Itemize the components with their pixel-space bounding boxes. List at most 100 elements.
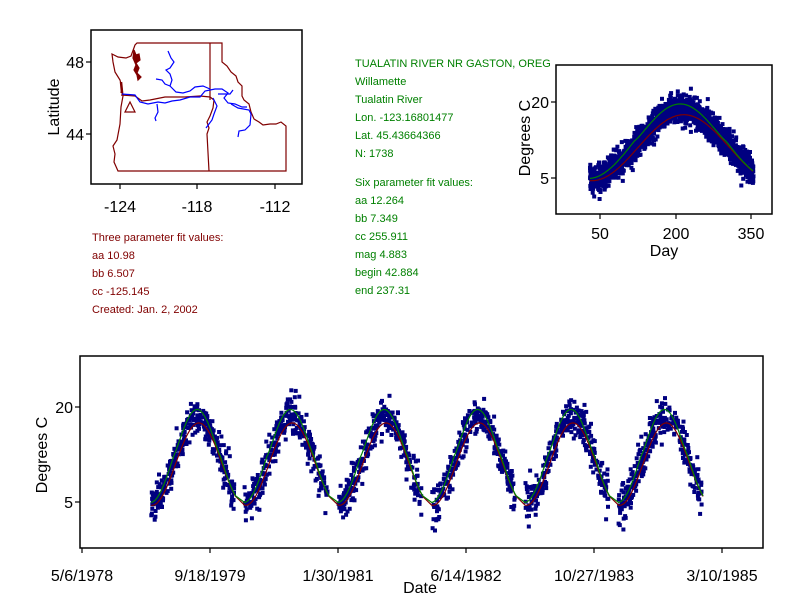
map-ytick-label: 44 [66, 127, 84, 144]
data-point [484, 429, 489, 434]
data-point [669, 112, 674, 117]
data-point [660, 405, 665, 410]
data-point [295, 431, 299, 436]
data-point [230, 494, 235, 499]
data-point [611, 175, 616, 180]
data-point [692, 485, 697, 490]
data-point [524, 487, 529, 491]
data-point [669, 91, 674, 96]
data-point [312, 464, 317, 468]
data-point [647, 416, 652, 420]
data-point [703, 122, 708, 127]
data-point [293, 388, 298, 393]
data-point [610, 169, 615, 174]
data-point [185, 410, 190, 415]
data-point [636, 137, 641, 142]
data-point [440, 493, 445, 498]
data-point [682, 116, 686, 121]
data-point [589, 185, 594, 190]
data-point [394, 437, 399, 442]
data-point [588, 162, 593, 167]
data-point [166, 472, 171, 476]
data-point [494, 436, 499, 441]
data-point [481, 407, 486, 412]
data-point [292, 395, 297, 400]
data-point [629, 472, 634, 477]
data-point [660, 96, 664, 101]
data-point [295, 418, 300, 423]
data-point [220, 468, 225, 473]
data-point [460, 442, 465, 447]
data-point [606, 183, 611, 188]
data-point [696, 103, 701, 108]
data-point [195, 402, 200, 407]
data-point [416, 458, 420, 463]
data-point [643, 447, 648, 452]
data-point [262, 482, 267, 487]
data-point [607, 179, 612, 184]
outer-border [111, 42, 287, 172]
data-point [743, 169, 748, 173]
data-point [449, 457, 454, 462]
data-point [713, 119, 717, 124]
data-point [554, 442, 558, 447]
data-point [614, 148, 619, 153]
data-point [430, 526, 435, 531]
data-point [274, 426, 279, 431]
data-point [372, 426, 377, 431]
data-point [316, 493, 321, 498]
data-point [678, 447, 683, 452]
data-point [624, 501, 629, 506]
data-point [590, 190, 595, 195]
data-point [660, 108, 665, 113]
data-point [149, 513, 154, 518]
data-point [157, 472, 161, 477]
data-point [404, 460, 409, 465]
data-point [372, 443, 377, 448]
data-point [632, 130, 637, 135]
data-point [750, 176, 755, 181]
data-point [568, 425, 573, 429]
data-point [251, 500, 256, 505]
data-point [190, 432, 195, 437]
data-point [342, 491, 347, 496]
data-point [377, 413, 382, 418]
data-point [589, 421, 593, 426]
data-point [274, 434, 279, 439]
data-point [196, 416, 201, 421]
data-point [682, 437, 687, 442]
date-ticks [75, 406, 723, 553]
data-point [215, 443, 220, 448]
data-point [355, 459, 360, 464]
data-point [592, 462, 597, 467]
data-point [723, 146, 728, 150]
data-point [617, 493, 622, 498]
day-xlabel: Day [650, 243, 678, 260]
data-point [565, 425, 570, 430]
data-point [150, 496, 155, 501]
data-point [652, 125, 656, 129]
data-point [677, 438, 682, 443]
data-point [567, 419, 572, 424]
data-point [267, 432, 272, 437]
data-point [685, 443, 690, 447]
data-point [394, 420, 399, 425]
data-point [711, 143, 716, 148]
data-point [598, 190, 603, 194]
data-point [688, 482, 693, 487]
site-triangle-icon[interactable] [124, 100, 136, 113]
data-point [704, 126, 709, 131]
data-point [264, 439, 269, 444]
data-point [668, 108, 673, 113]
six-param-title: Six parameter fit values: [355, 177, 473, 189]
data-point [554, 448, 559, 453]
data-point [714, 136, 718, 140]
data-point [633, 158, 638, 163]
data-point [492, 446, 497, 451]
data-point [284, 412, 289, 417]
data-point [650, 114, 655, 119]
data-point [169, 480, 174, 485]
data-point [691, 102, 696, 107]
data-point [348, 489, 353, 494]
data-point [227, 454, 232, 459]
